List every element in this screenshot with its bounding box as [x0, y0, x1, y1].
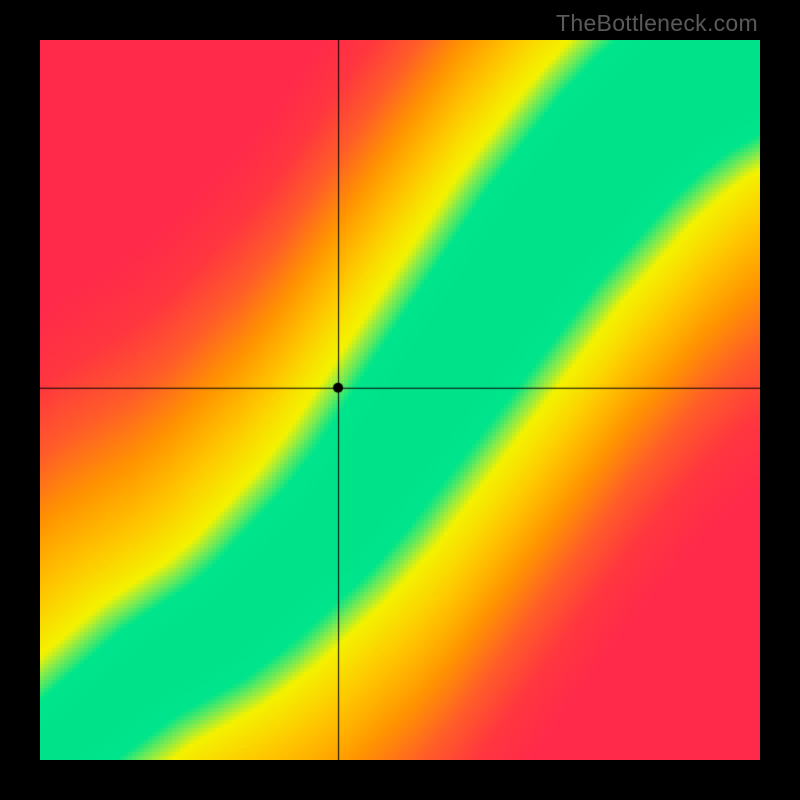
heatmap-canvas: [40, 40, 760, 760]
watermark-text: TheBottleneck.com: [556, 10, 758, 37]
heatmap-plot: [40, 40, 760, 760]
